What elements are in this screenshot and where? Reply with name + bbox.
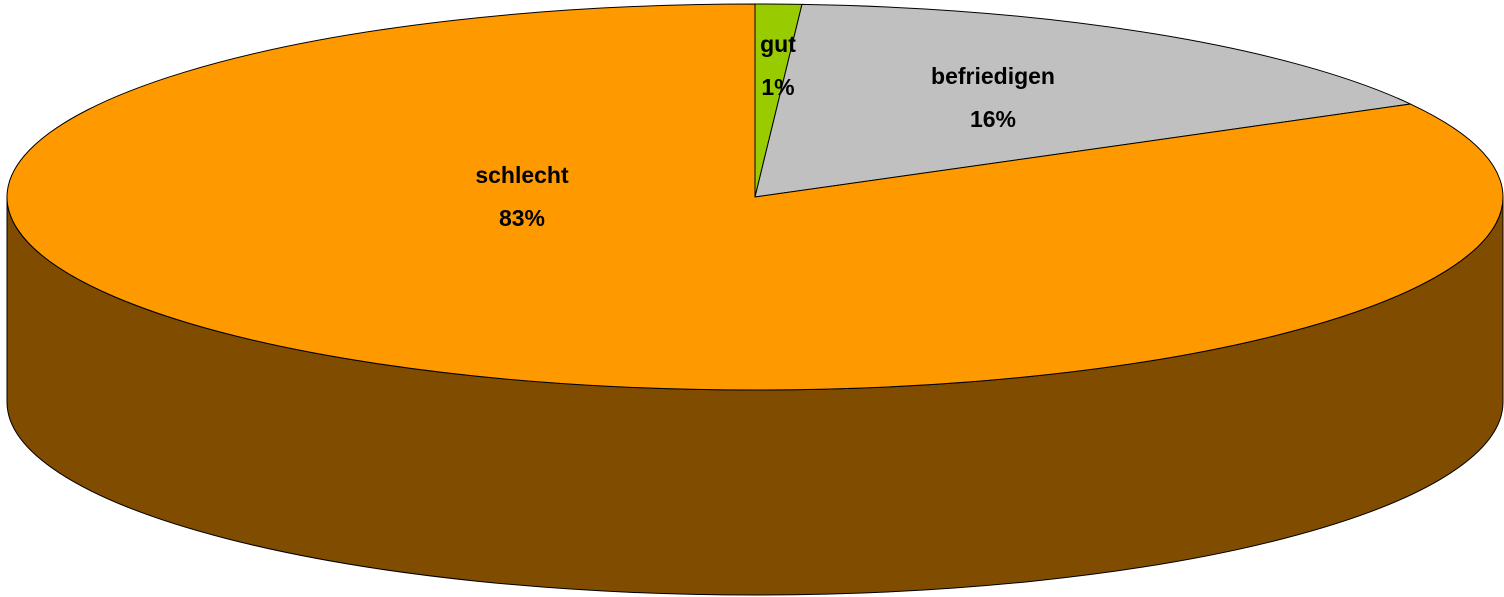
slice-label: befriedigen (931, 63, 1055, 89)
slice-label: schlecht (475, 162, 569, 188)
pie-tops (6, 3, 1504, 391)
slice-value-label: 16% (970, 106, 1016, 132)
slice-value-label: 1% (761, 74, 794, 100)
slice (754, 3, 1413, 198)
slice-label: gut (760, 31, 796, 57)
slice (6, 3, 1504, 391)
slice-value-label: 83% (499, 205, 545, 231)
